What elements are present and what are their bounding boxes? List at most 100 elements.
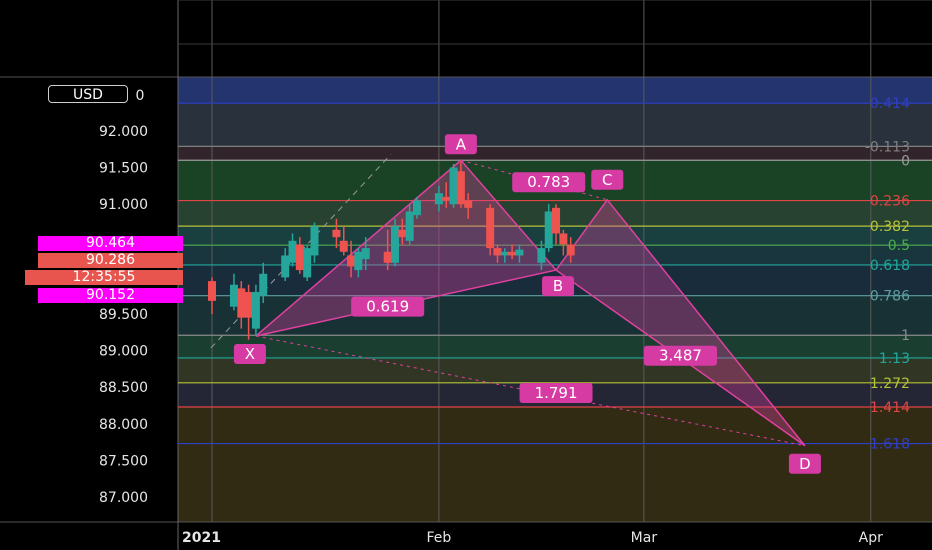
candle-body [332,229,341,238]
ratio-label-bg [512,172,586,193]
candle-body [237,288,246,318]
candle-body [508,251,517,256]
candle-body [552,207,561,234]
fib-zone [178,295,932,336]
time-tick-label: Apr [859,530,883,546]
candle-body [486,207,495,249]
candle-body [208,281,216,301]
price-tick-label: 89.500 [99,307,148,323]
fib-level-label: 1.414 [870,400,910,416]
ratio-label-bg [519,383,593,404]
price-tick-label: 87.000 [99,490,148,506]
time-tick-label: Mar [631,530,658,546]
fib-zone [178,335,932,358]
candle-body [310,226,319,256]
candle-body [566,244,575,256]
pattern-labels: X A B C D 0.619 0.783 3.487 1.791 [233,134,821,474]
time-tick-label: 2021 [182,530,221,546]
candle-body [412,200,421,216]
ratio-label: 0.619 [366,298,409,316]
candle-body [288,240,297,263]
ac-dashed-line [460,159,608,201]
point-label-c: C [602,171,612,189]
point-label-b-bg [542,276,575,297]
point-label-d: D [799,455,811,473]
candle-body [456,171,465,205]
candle-body [259,273,268,296]
price-tick-label: 91.500 [99,161,148,177]
candle-body [361,248,370,260]
point-label-a: A [456,135,467,153]
point-label-a-bg [444,134,477,155]
last-price-badge: 90.286 [38,253,183,268]
ratio-label: 1.791 [535,384,578,402]
fib-level-label: -0.113 [865,139,910,155]
point-label-b: B [553,277,563,295]
fib-zone [178,146,932,161]
candle-body [434,193,443,205]
candle-body [339,240,348,252]
candle-body [493,248,502,256]
candle-body [515,249,524,256]
fib-level-label: 0.382 [870,219,910,235]
xd-dashed-line [255,335,806,447]
point-label-d-bg [788,453,821,474]
time-tick-label: Feb [427,530,452,546]
fib-level-label: 0.786 [870,289,910,305]
fib-level-label: 0.618 [870,258,910,274]
candle-body [295,244,304,271]
price-tick-label: 92.000 [99,124,148,140]
price-tick-label: 87.500 [99,453,148,469]
fib-zone [178,406,932,444]
candle-body [442,196,451,201]
candle-body [464,200,473,208]
price-axis: 92.000 91.500 91.000 89.500 89.000 88.500 88.0… [99,88,148,506]
point-label-c-bg [591,169,624,190]
fib-zone [178,103,932,147]
fib-level-label: 0.5 [888,238,910,254]
fib-zone [178,357,932,383]
candle-body [303,248,312,278]
countdown-badge: 12:35:55 [25,270,183,285]
candle-body [391,226,399,263]
fib-level-label: 0 [901,153,910,169]
ratio-label: 3.487 [659,347,702,365]
candle-body [244,292,253,318]
fib-level-label: 1.13 [879,351,910,367]
ratio-label-bg [351,296,425,317]
candle-body [383,251,392,263]
candle-body [281,255,290,278]
price-tick-label: 88.000 [99,417,148,433]
candle-body [251,292,260,329]
price-tick-label: 0 [136,88,145,104]
fib-zone [178,77,932,104]
candle-body [229,284,238,307]
fib-level-label: 0.414 [870,96,910,112]
ratio-label: 0.783 [527,173,570,191]
price-tick-label: 88.500 [99,380,148,396]
point-label-x: X [245,345,255,363]
candle-body [500,251,509,256]
candle-body [449,167,458,205]
candle-body [398,229,407,238]
currency-badge[interactable]: USD [48,85,128,103]
price-tick-label: 91.000 [99,197,148,213]
fib-level-label: 1.272 [870,376,910,392]
candle-body [405,211,414,241]
point-label-x-bg [233,343,266,364]
candle-body [544,211,553,249]
fib-level-label: 0.236 [870,194,910,210]
fib-level-label: 1 [901,328,910,344]
fib-level-label: 1.618 [870,437,910,453]
candle-body [347,255,356,267]
candlestick-series [208,161,575,340]
price-badge-upper: 90.464 [38,236,183,251]
candle-body [354,251,363,271]
price-tick-label: 89.000 [99,344,148,360]
candle-body [559,233,568,245]
price-badge-lower: 90.152 [38,288,183,303]
ratio-label-bg [643,345,717,366]
candle-body [537,248,546,263]
